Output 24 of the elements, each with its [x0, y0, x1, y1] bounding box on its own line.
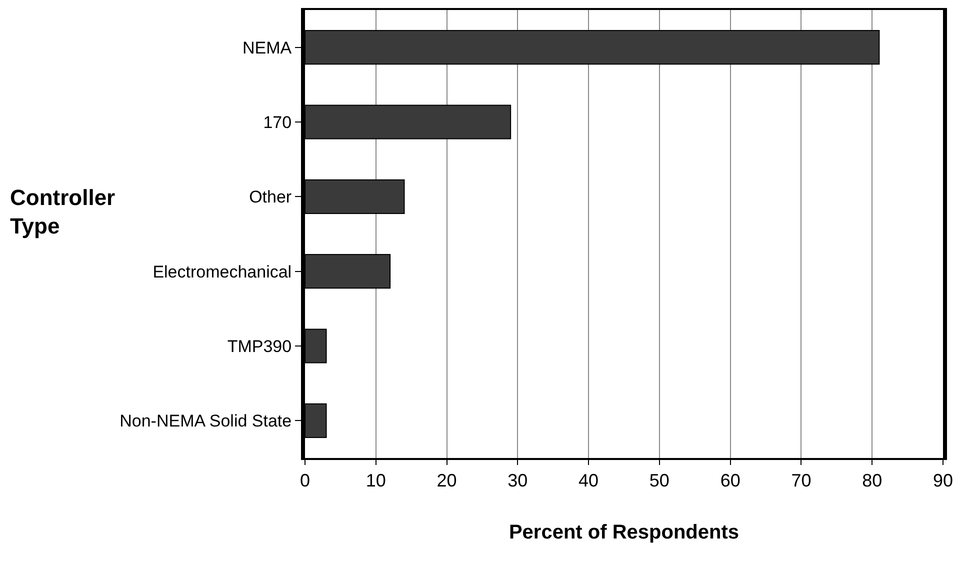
bar	[305, 328, 327, 364]
x-tick-label: 0	[300, 470, 310, 491]
y-axis-title: Controller Type	[10, 185, 116, 239]
y-tick-label: 170	[263, 112, 292, 132]
x-tick-label: 50	[649, 470, 670, 491]
x-tick-label: 60	[720, 470, 740, 491]
y-tick-label: NEMA	[242, 38, 292, 58]
x-tick-label: 20	[436, 470, 457, 491]
x-tick-label: 30	[508, 470, 528, 491]
y-tick-label: Other	[249, 188, 292, 207]
bar	[305, 179, 405, 214]
bar	[305, 30, 880, 65]
x-tick-label: 40	[578, 470, 599, 491]
x-tick-label: 10	[366, 470, 386, 491]
bar	[305, 403, 327, 438]
x-axis-title: Percent of Respondents	[508, 522, 740, 544]
x-tick-label: 80	[862, 470, 882, 491]
bar	[305, 104, 512, 140]
y-tick-label: TMP390	[227, 336, 292, 356]
y-tick-label: Electromechanical	[152, 262, 292, 282]
bar	[305, 254, 391, 289]
y-tick-label: Non-NEMA Solid State	[120, 412, 292, 431]
x-tick-label: 70	[791, 470, 812, 491]
x-tick-label: 90	[932, 470, 954, 491]
